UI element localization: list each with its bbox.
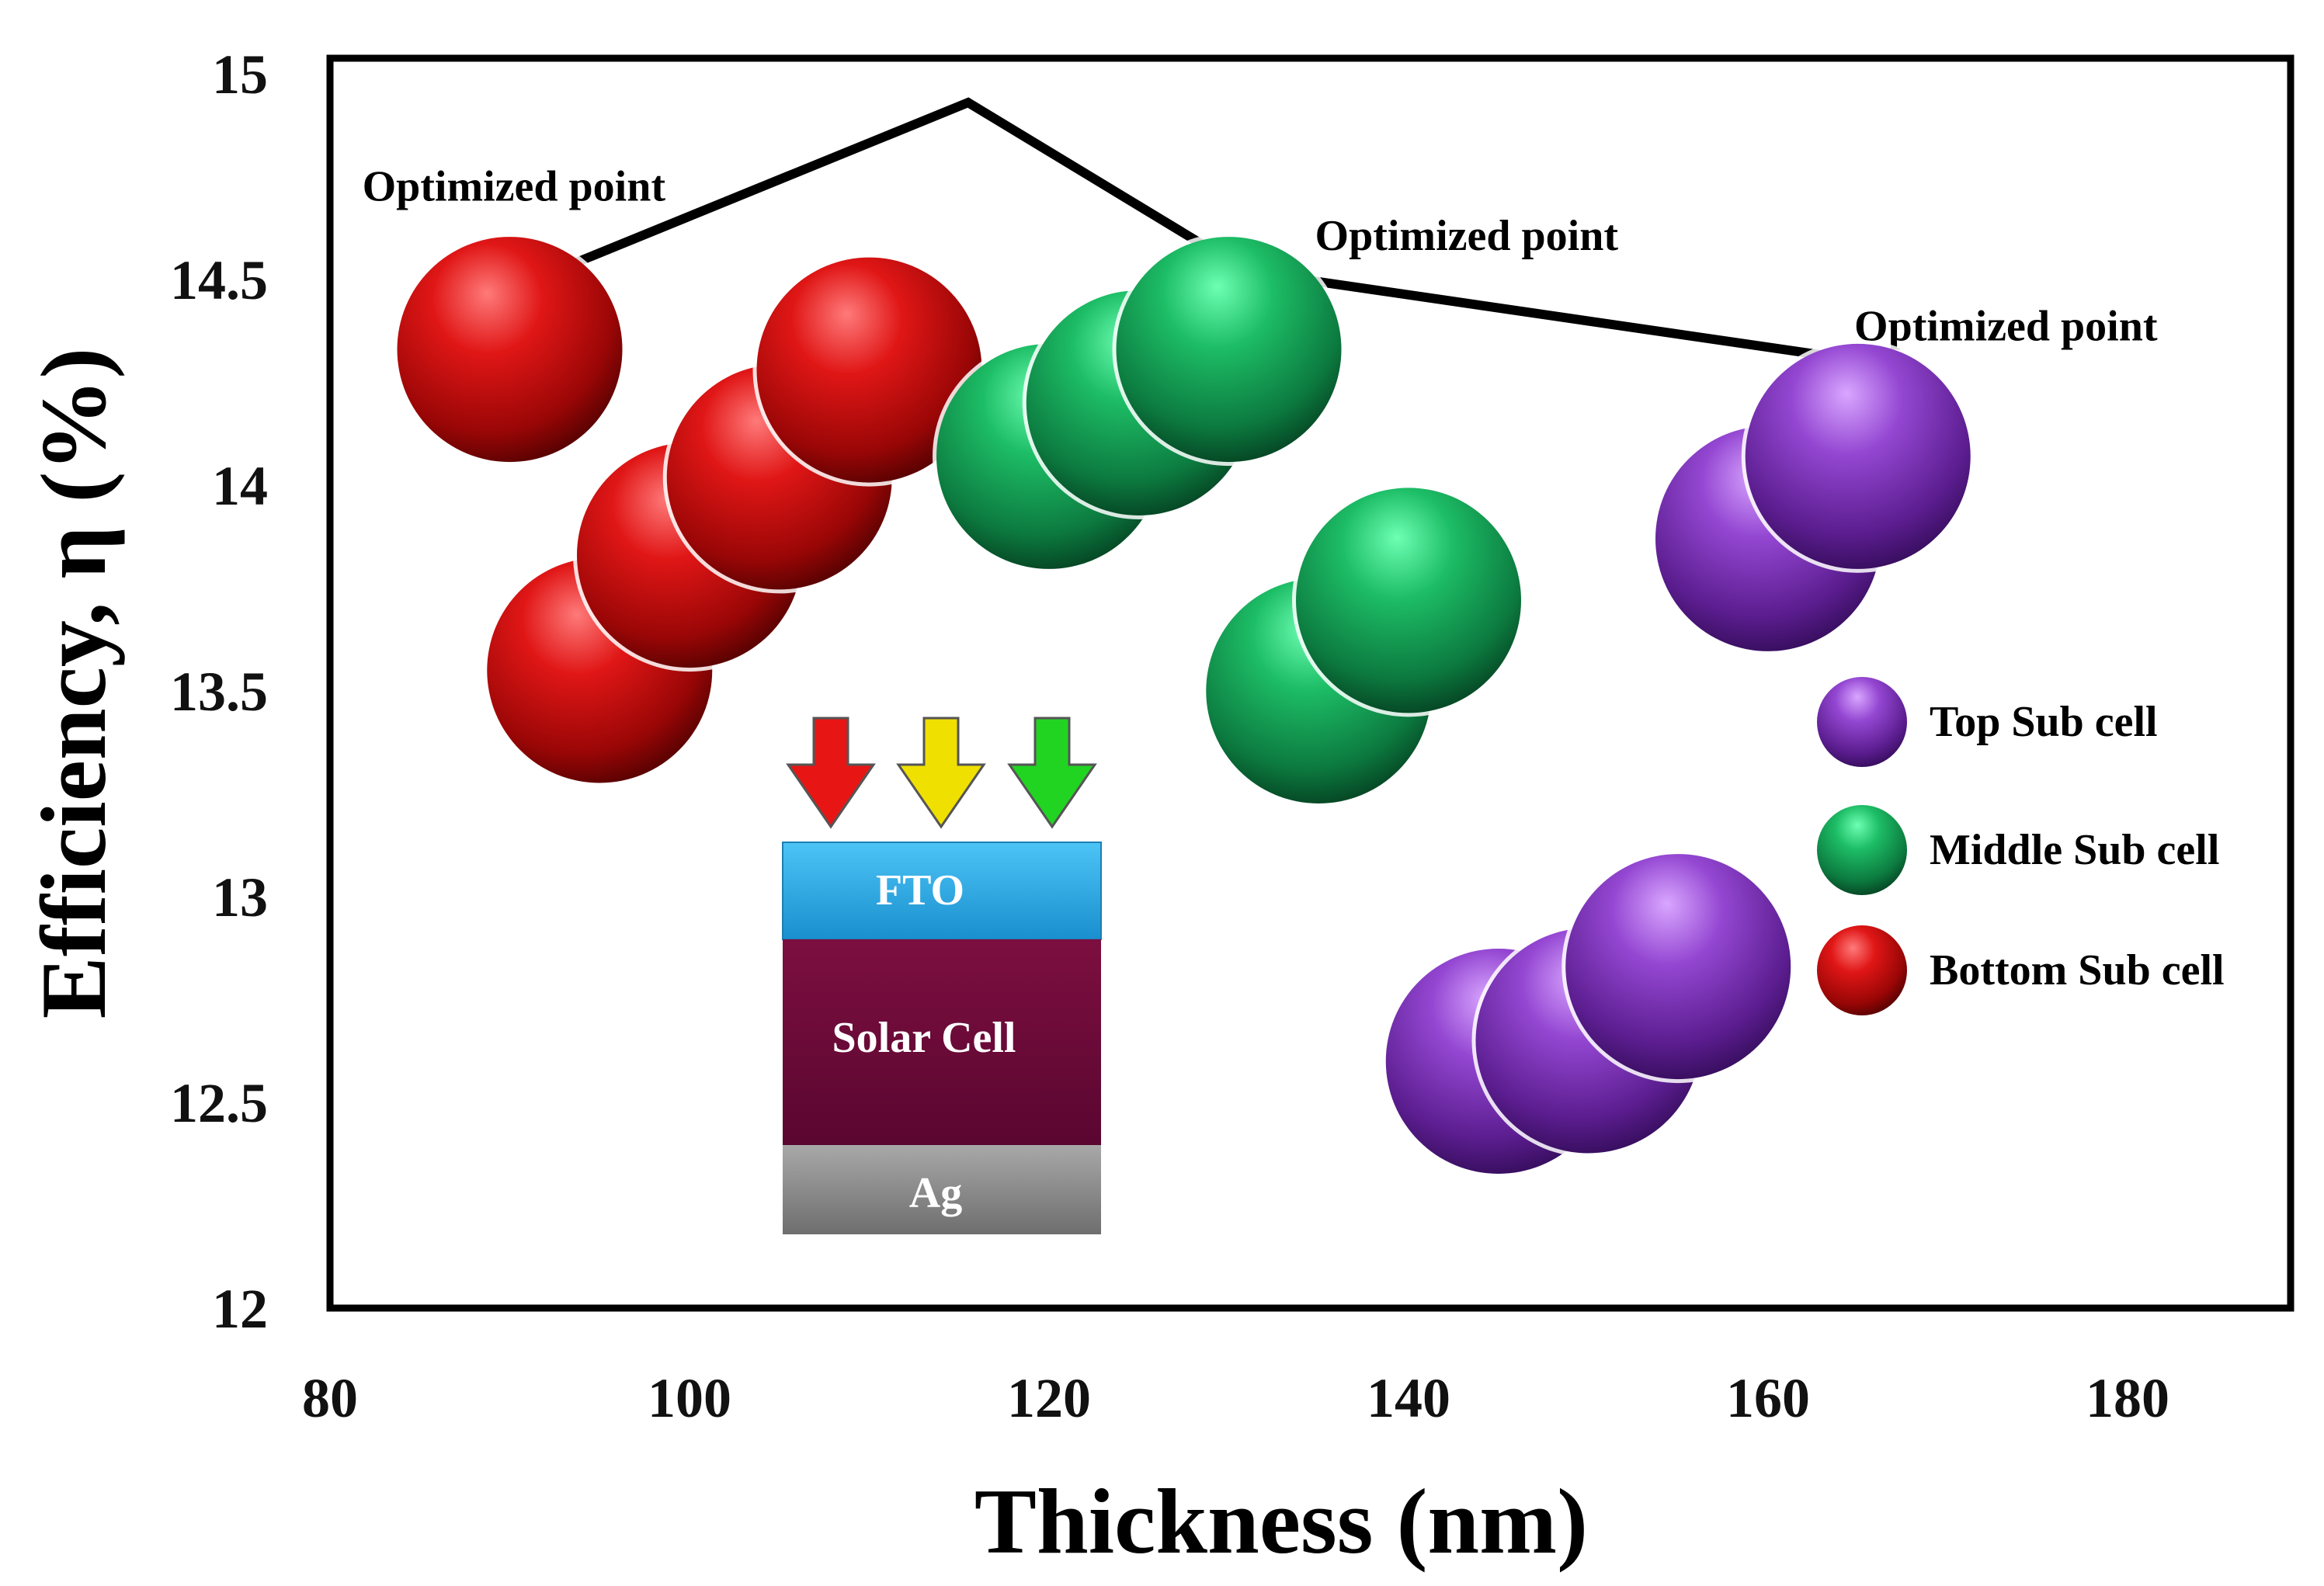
bottom-sub-cell-point xyxy=(752,253,986,487)
x-tick-label: 80 xyxy=(302,1367,358,1429)
annotations: Optimized point Optimized point Optimized … xyxy=(363,162,2158,350)
legend-marker xyxy=(1817,677,1907,767)
optimized-point-line xyxy=(553,97,1841,363)
light-arrow-icon xyxy=(896,717,986,829)
ag-label: Ag xyxy=(909,1169,962,1217)
y-tick-label: 13 xyxy=(212,866,268,928)
legend-label: Middle Sub cell xyxy=(1930,826,2219,874)
y-axis-title: Efficiency, η (%) xyxy=(22,348,125,1019)
middle-sub-cell-point xyxy=(1112,233,1346,467)
optimized-point-annotation: Optimized point xyxy=(1315,212,1619,260)
bottom-sub-cell-point xyxy=(393,233,627,467)
legend-label: Bottom Sub cell xyxy=(1930,946,2225,994)
legend-item: Middle Sub cell xyxy=(1814,802,2219,898)
solar-cell-layer xyxy=(783,939,1101,1145)
optimized-point-annotation: Optimized point xyxy=(363,162,666,210)
y-tick-label: 12.5 xyxy=(170,1072,268,1134)
legend-item: Bottom Sub cell xyxy=(1814,922,2225,1019)
light-arrow-icon xyxy=(786,717,876,829)
y-axis-ticks: 12 12.5 13 13.5 14 14.5 15 xyxy=(170,43,268,1340)
fto-layer xyxy=(782,842,1102,940)
x-tick-label: 180 xyxy=(2086,1367,2169,1429)
x-axis-ticks: 80 100 120 140 160 180 xyxy=(302,1367,2169,1429)
data-points xyxy=(393,233,1975,1178)
legend: Top Sub cell Middle Sub cell Bottom Sub ce… xyxy=(1814,674,2225,1019)
x-tick-label: 160 xyxy=(1726,1367,1810,1429)
x-tick-label: 100 xyxy=(648,1367,731,1429)
y-tick-label: 14 xyxy=(212,455,268,517)
light-arrow-icon xyxy=(1007,717,1097,829)
fto-label: FTO xyxy=(876,866,964,914)
x-tick-label: 140 xyxy=(1367,1367,1450,1429)
y-tick-label: 15 xyxy=(212,43,268,106)
plot-frame xyxy=(326,54,2294,1312)
light-arrows xyxy=(786,717,1097,829)
x-tick-label: 120 xyxy=(1007,1367,1091,1429)
legend-marker xyxy=(1817,805,1907,895)
ag-layer xyxy=(783,1145,1101,1234)
x-axis-title: Thickness (nm) xyxy=(974,1470,1588,1573)
device-structure-inset: FTO Solar Cell Ag xyxy=(782,717,1102,1234)
legend-marker xyxy=(1817,925,1907,1015)
middle-sub-cell-point xyxy=(1292,484,1525,717)
optimized-point-annotation: Optimized point xyxy=(1854,303,2158,351)
top-sub-cell-point xyxy=(1561,850,1795,1084)
top-sub-cell-point xyxy=(1741,339,1975,573)
y-tick-label: 12 xyxy=(212,1278,268,1340)
legend-item: Top Sub cell xyxy=(1814,674,2158,770)
y-tick-label: 13.5 xyxy=(170,661,268,723)
solar-cell-label: Solar Cell xyxy=(832,1014,1016,1062)
y-tick-label: 14.5 xyxy=(170,249,268,311)
legend-label: Top Sub cell xyxy=(1930,698,2158,746)
